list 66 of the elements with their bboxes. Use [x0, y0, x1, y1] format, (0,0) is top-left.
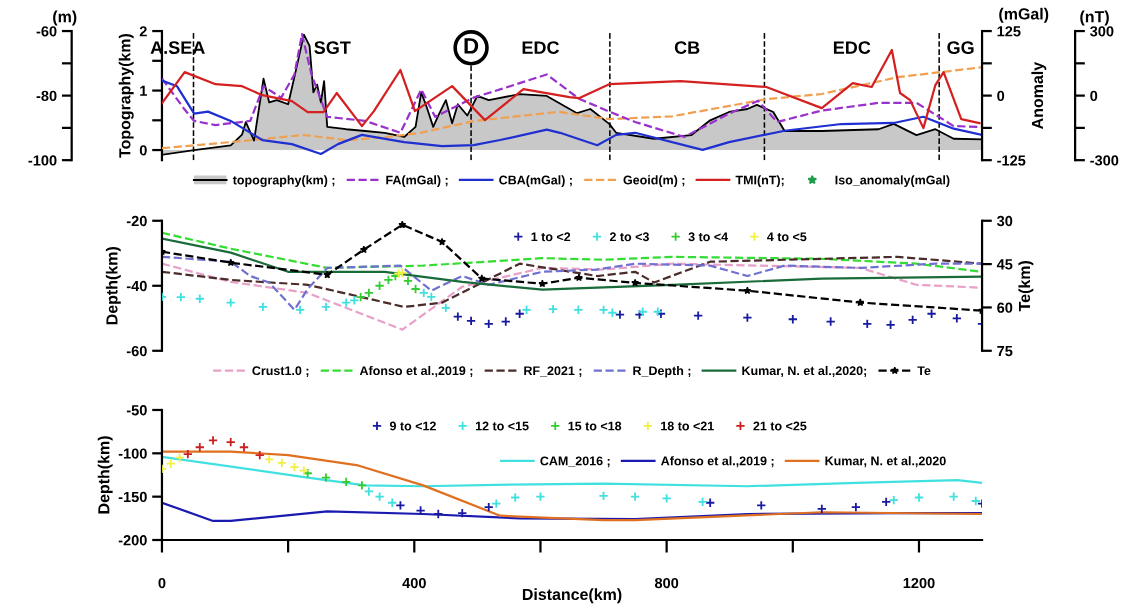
y3-tick-label: 300	[1090, 26, 1114, 37]
y-axis-title: Depth(km)	[105, 247, 121, 325]
legend-label: Kumar, N. et al.,2020;	[742, 365, 867, 377]
y2-tick-label: -125	[997, 155, 1026, 166]
ref-line-label: D	[464, 38, 479, 54]
legend-label: RF_2021 ;	[524, 366, 582, 377]
x-axis-title: Distance(km)	[522, 588, 622, 604]
legend-label: Crust1.0 ;	[252, 366, 309, 377]
y-tick-label: -100	[28, 155, 57, 166]
x-tick-label: 0	[158, 577, 166, 589]
y2-tick-label: 60	[997, 302, 1013, 313]
legend-label: Afonso et al.,2019 ;	[661, 456, 774, 468]
y-tick-label: -80	[36, 90, 57, 102]
y2-axis-title: Anomaly	[1031, 61, 1047, 129]
annotation: CB	[674, 41, 700, 54]
legend-label: 1 to <2	[531, 232, 571, 242]
y2-tick-label: 45	[996, 259, 1013, 270]
y3-axis-title: (nT)	[1080, 10, 1109, 26]
y2-tick-label: 0	[997, 90, 1005, 102]
x-tick-label: 1200	[903, 577, 935, 589]
annotation: GG	[947, 41, 974, 54]
y2-tick-label: 125	[997, 26, 1021, 37]
y-axis-title: Depth(km)	[97, 436, 113, 514]
legend-label: 3 to <4	[688, 232, 729, 242]
legend-label: FA(mGal) ;	[386, 175, 448, 187]
y-tick-label: -150	[118, 491, 147, 503]
y-axis-title: Topography(km)	[118, 33, 134, 158]
legend-label: R_Depth ;	[633, 365, 691, 378]
legend-label: topography(km) ;	[232, 175, 335, 187]
y-tick-label: -200	[118, 535, 147, 546]
text: (mGal)	[999, 7, 1049, 23]
annotation: SGT	[314, 41, 351, 54]
legend-label: Kumar, N. et al.,2020	[825, 456, 946, 468]
legend-label: Te	[917, 366, 931, 376]
annotation: EDC	[522, 41, 560, 54]
x-tick-label: 400	[402, 577, 426, 589]
legend-label: CBA(mGal) ;	[499, 175, 572, 187]
legend-label: CAM_2016 ;	[540, 456, 610, 468]
annotation: EDC	[833, 41, 871, 54]
legend-label: Geoid(m) ;	[623, 175, 685, 187]
y-tick-label: 2	[139, 26, 147, 37]
legend-label: TMI(nT);	[735, 175, 784, 187]
y-tick-label: -60	[126, 345, 147, 357]
y3-tick-label: 0	[1090, 90, 1098, 102]
legend-label: Iso_anomaly(mGal)	[835, 175, 950, 187]
legend-label: 9 to <12	[389, 421, 436, 431]
y2-tick-label: 30	[996, 215, 1013, 227]
y2-tick-label: 75	[997, 346, 1013, 357]
y-axis-title: (m)	[53, 10, 77, 26]
legend-label: 21 to <25	[753, 421, 807, 431]
legend-label: 15 to <18	[568, 421, 622, 431]
y3-tick-label: -300	[1090, 155, 1119, 166]
y-tick-label: -20	[126, 215, 147, 227]
legend-label: 12 to <15	[475, 421, 529, 431]
legend-label: 2 to <3	[609, 232, 649, 242]
y2-axis-title: Te(km)	[1018, 260, 1034, 312]
y-tick-label: 1	[140, 85, 147, 96]
y-tick-label: -40	[126, 280, 147, 292]
legend-label: 4 to <5	[767, 232, 807, 242]
legend-label: 18 to <21	[661, 421, 714, 431]
legend-label: Afonso et al.,2019 ;	[359, 365, 473, 377]
y-tick-label: -60	[36, 26, 57, 37]
y-tick-label: 0	[139, 145, 147, 156]
y-tick-label: -50	[126, 405, 147, 416]
y-tick-label: -100	[118, 448, 147, 459]
x-tick-label: 800	[654, 577, 679, 589]
